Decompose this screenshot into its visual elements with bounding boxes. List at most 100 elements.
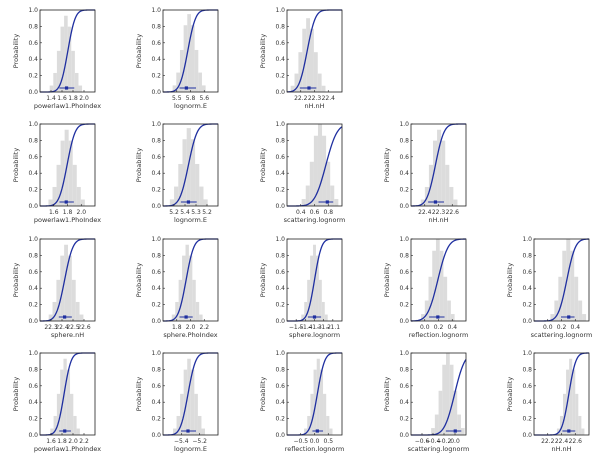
x-tick-label: 2.2	[199, 324, 209, 331]
hist-bar	[574, 276, 579, 321]
y-tick-label: 0.6	[151, 40, 161, 47]
y-tick-label: 0.8	[151, 366, 161, 373]
axes-frame	[410, 352, 467, 436]
x-axis-label: powerlaw1.PhoIndex	[34, 102, 101, 110]
x-tick-label: −5.2	[192, 438, 207, 445]
y-axis-label: Probability	[12, 263, 20, 298]
hist-bar	[330, 185, 335, 206]
hist-bar	[71, 50, 75, 92]
x-axis-label: reflection.lognorm	[409, 331, 469, 339]
hist-bar	[173, 428, 177, 435]
hist-bar	[198, 72, 202, 92]
panel-16: 0.0 0.2 0.4 0.6 0.8 1.0 1.6 1.8 2.0 2.2powerlaw1.…	[12, 350, 101, 453]
x-tick-label: 0.6	[310, 209, 320, 216]
y-tick-label: 1.0	[522, 350, 532, 357]
y-tick-label: 0.6	[399, 383, 409, 390]
x-tick-label: −1.5	[289, 324, 304, 331]
x-tick-label: −0.6	[415, 438, 430, 445]
panel-3: 0.0 0.2 0.4 0.6 0.8 1.0 22.2 22.3 22.4nH.nH Proba…	[259, 7, 343, 110]
y-tick-label: 0.0	[151, 432, 161, 439]
y-tick-label: 0.6	[522, 383, 532, 390]
y-tick-label: 0.8	[28, 137, 38, 144]
hist-bar	[453, 199, 458, 206]
hist-bar	[201, 428, 205, 435]
panel-6: 0.0 0.2 0.4 0.6 0.8 1.0 1.6 1.8 2.0powerlaw1.Pho…	[12, 121, 101, 224]
hist-bar	[176, 72, 180, 92]
x-tick-label: 5.2	[169, 209, 179, 216]
x-tick-label: −1.1	[326, 324, 341, 331]
y-tick-label: 0.2	[522, 302, 532, 309]
y-tick-label: 0.6	[275, 154, 285, 161]
y-tick-label: 0.0	[275, 432, 285, 439]
y-tick-label: 0.0	[275, 203, 285, 210]
y-tick-label: 0.4	[275, 170, 285, 177]
median-point	[184, 86, 188, 90]
hist-bar	[75, 301, 80, 321]
median-point	[567, 315, 571, 319]
y-tick-label: 0.8	[151, 137, 161, 144]
hist-bar	[313, 135, 318, 206]
hist-bar	[179, 49, 184, 92]
hist-bar	[182, 139, 187, 206]
hist-bar	[60, 369, 64, 435]
x-tick-label: 1.8	[172, 324, 182, 331]
panel-12: 0.0 0.2 0.4 0.6 0.8 1.0 1.8 2.0 2.2sphere.PhoInd…	[135, 236, 219, 339]
hist-bar	[329, 428, 333, 435]
hist-bar	[582, 314, 587, 321]
y-axis-label: Probability	[506, 377, 514, 412]
x-tick-label: 0.2	[434, 324, 444, 331]
hist-bar	[64, 15, 68, 93]
hist-bar	[187, 14, 191, 93]
hist-bar	[562, 250, 567, 321]
y-tick-label: 0.0	[399, 203, 409, 210]
hist-bar	[450, 314, 455, 321]
panel-18: 0.00.20.40.60.81.0−0.5 0.0 0.5reflection.l…	[259, 350, 344, 453]
y-tick-label: 0.6	[522, 269, 532, 276]
hist-bar	[326, 161, 331, 206]
x-tick-label: 22.4	[55, 324, 69, 331]
hist-bar	[566, 239, 571, 321]
x-tick-label: 2.2	[79, 438, 89, 445]
hist-bar	[315, 255, 319, 321]
panel-20: 0.0 0.2 0.4 0.6 0.8 1.0 22.2 22.4 22.6nH.nH Proba…	[506, 350, 590, 453]
hist-bar	[421, 314, 425, 321]
y-tick-label: 0.4	[275, 285, 285, 292]
y-tick-label: 0.0	[28, 318, 38, 325]
hist-bar	[201, 85, 206, 92]
x-axis-label: nH.nH	[305, 102, 325, 110]
hist-bar	[433, 140, 438, 206]
x-tick-label: −0.5	[293, 438, 308, 445]
hist-bar	[74, 72, 79, 92]
hist-bar	[550, 314, 555, 321]
y-tick-label: 0.4	[151, 399, 161, 406]
x-tick-label: −1.3	[307, 324, 322, 331]
hist-bar	[52, 301, 57, 321]
y-tick-label: 0.2	[151, 302, 161, 309]
y-tick-label: 0.2	[275, 302, 285, 309]
hist-bar	[183, 25, 188, 92]
y-tick-label: 0.8	[275, 137, 285, 144]
hist-bar	[453, 390, 458, 435]
axes-frame	[39, 9, 96, 93]
y-tick-label: 1.0	[275, 121, 285, 128]
x-tick-label: −0.2	[437, 438, 452, 445]
hist-bar	[64, 244, 68, 321]
x-axis-label: sphere.lognorm	[289, 331, 340, 339]
x-tick-label: −0.4	[426, 438, 441, 445]
hist-bar	[428, 276, 433, 321]
hist-bar	[431, 428, 435, 435]
y-tick-label: 0.0	[151, 89, 161, 96]
median-point	[64, 86, 69, 90]
y-tick-label: 1.0	[151, 7, 161, 14]
cdf-curve	[410, 238, 467, 322]
hist-bar	[190, 139, 196, 206]
y-tick-label: 0.6	[151, 154, 161, 161]
hist-bar	[317, 124, 323, 206]
hist-bar	[302, 28, 307, 92]
x-axis-label: nH.nH	[429, 216, 449, 224]
hist-bar	[310, 28, 314, 92]
hist-bar	[66, 369, 71, 435]
y-axis-label: Probability	[135, 377, 143, 412]
hist-bar	[190, 25, 195, 92]
